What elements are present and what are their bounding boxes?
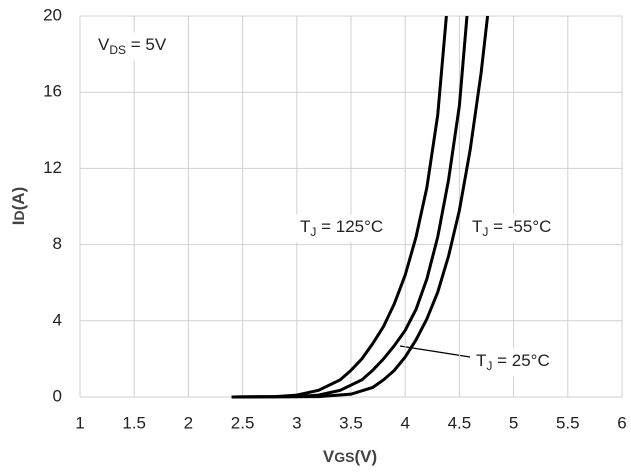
annotation-main: V	[98, 35, 110, 54]
series-line	[231, 15, 448, 399]
x-tick-label: 4	[400, 413, 409, 432]
x-tick-label: 6	[617, 413, 626, 432]
y-tick-label: 12	[43, 158, 62, 177]
x-tick-label: 4.5	[448, 413, 472, 432]
x-tick-label: 2	[184, 413, 193, 432]
y-tick-label: 16	[43, 82, 62, 101]
series-line	[231, 15, 490, 399]
x-tick-label: 5	[509, 413, 518, 432]
x-tick-label: 1.5	[122, 413, 146, 432]
annotation-suffix: = 125°C	[316, 217, 383, 236]
x-tick-label: 5.5	[556, 413, 580, 432]
annotation-main: T	[476, 351, 486, 370]
annotation-bg	[468, 214, 556, 243]
annotation: VDS = 5V	[98, 35, 167, 57]
annotation-suffix: = 25°C	[492, 351, 549, 370]
annotation: TJ = -55°C	[472, 217, 551, 239]
annotation-sub: J	[486, 359, 492, 373]
x-tick-label: 2.5	[231, 413, 255, 432]
annotation-main: T	[300, 217, 310, 236]
y-axis-title-suffix: (A)	[9, 187, 28, 211]
y-tick-label: 8	[53, 234, 62, 253]
x-axis-title: VGS(V)	[323, 447, 377, 466]
annotation-main: T	[472, 217, 482, 236]
y-axis-title-main: I	[9, 221, 28, 226]
annotation-bg	[94, 32, 171, 61]
annotation-suffix: = -55°C	[488, 217, 551, 236]
x-axis-title-sub: GS	[334, 449, 354, 465]
annotation: TJ = 125°C	[300, 217, 383, 239]
y-axis-title-sub: D	[11, 210, 27, 220]
annotation-bg	[296, 214, 388, 243]
x-tick-label: 3.5	[339, 413, 363, 432]
y-axis-title: ID(A)	[9, 187, 28, 225]
annotation-bg	[472, 348, 554, 377]
y-tick-label: 20	[43, 5, 62, 24]
x-tick-label: 1	[75, 413, 84, 432]
x-axis-title-suffix: (V)	[354, 447, 377, 466]
y-tick-label: 0	[53, 386, 62, 405]
x-axis-title-main: V	[323, 447, 335, 466]
annotation-sub: DS	[109, 43, 126, 57]
annotation-sub: J	[310, 225, 316, 239]
series-line	[231, 15, 469, 399]
x-tick-label: 3	[292, 413, 301, 432]
y-tick-label: 4	[53, 310, 62, 329]
annotation: TJ = 25°C	[476, 351, 550, 373]
annotation-suffix: = 5V	[126, 35, 167, 54]
annotation-sub: J	[482, 225, 488, 239]
